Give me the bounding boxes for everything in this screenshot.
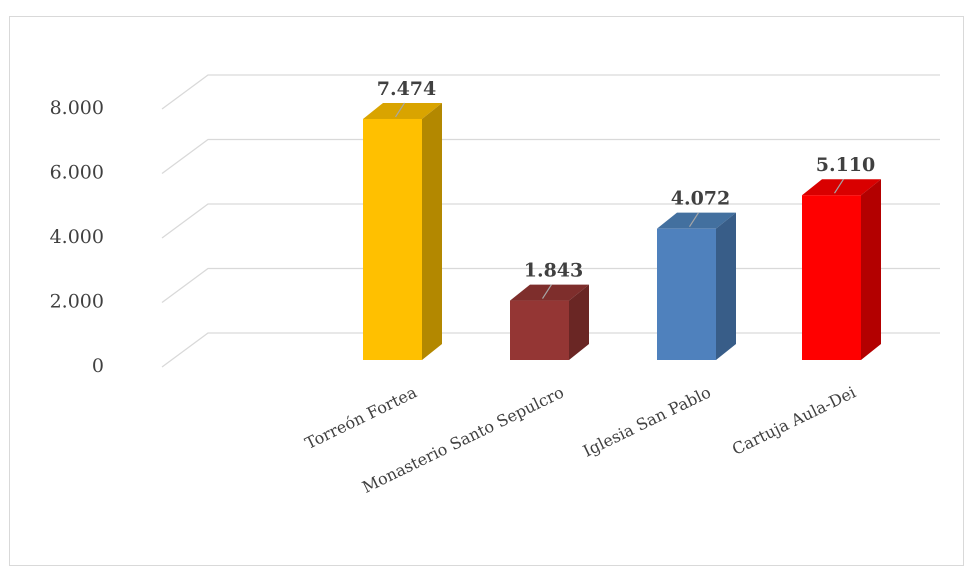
- data-label: 5.110: [816, 154, 876, 176]
- y-tick-label: 2.000: [50, 291, 104, 313]
- gridline: [161, 74, 940, 110]
- data-label-leader: [541, 284, 553, 299]
- y-tick-label: 6.000: [50, 162, 104, 184]
- category-label: Cartuja Aula-Dei: [729, 383, 859, 459]
- bars: [363, 102, 881, 360]
- bar: [510, 284, 589, 360]
- bar-front: [657, 228, 716, 360]
- y-axis-tick-labels: 0 2.000 4.000 6.000 8.000: [50, 97, 104, 377]
- bar-top: [802, 179, 881, 196]
- data-label: 7.474: [377, 78, 437, 100]
- bar-top: [363, 102, 442, 119]
- bar: [802, 179, 881, 360]
- y-tick-label: 0: [92, 355, 104, 377]
- data-labels: 7.474 1.843 4.072 5.110: [377, 78, 876, 282]
- bar-top: [657, 212, 736, 229]
- bar-side: [422, 102, 442, 360]
- bar-top: [510, 284, 589, 301]
- y-tick-label: 8.000: [50, 97, 104, 119]
- bar: [657, 212, 736, 360]
- bar-front: [802, 195, 861, 360]
- bar-front: [510, 300, 569, 360]
- bar-side: [716, 212, 736, 360]
- data-label: 1.843: [524, 260, 584, 282]
- data-label-leader: [394, 102, 406, 118]
- gridline: [161, 138, 940, 175]
- data-label: 4.072: [671, 188, 731, 210]
- bar-side: [861, 179, 881, 360]
- bar: [363, 102, 442, 360]
- category-label: Torreón Fortea: [302, 382, 420, 453]
- bar-front: [363, 118, 422, 360]
- y-tick-label: 4.000: [50, 226, 104, 248]
- gridline: [161, 203, 940, 239]
- bar-side: [569, 284, 589, 360]
- category-label: Iglesia San Pablo: [580, 383, 714, 461]
- data-label-leader: [688, 212, 700, 228]
- data-label-leader: [833, 178, 845, 194]
- data-label-leaders: [394, 102, 845, 299]
